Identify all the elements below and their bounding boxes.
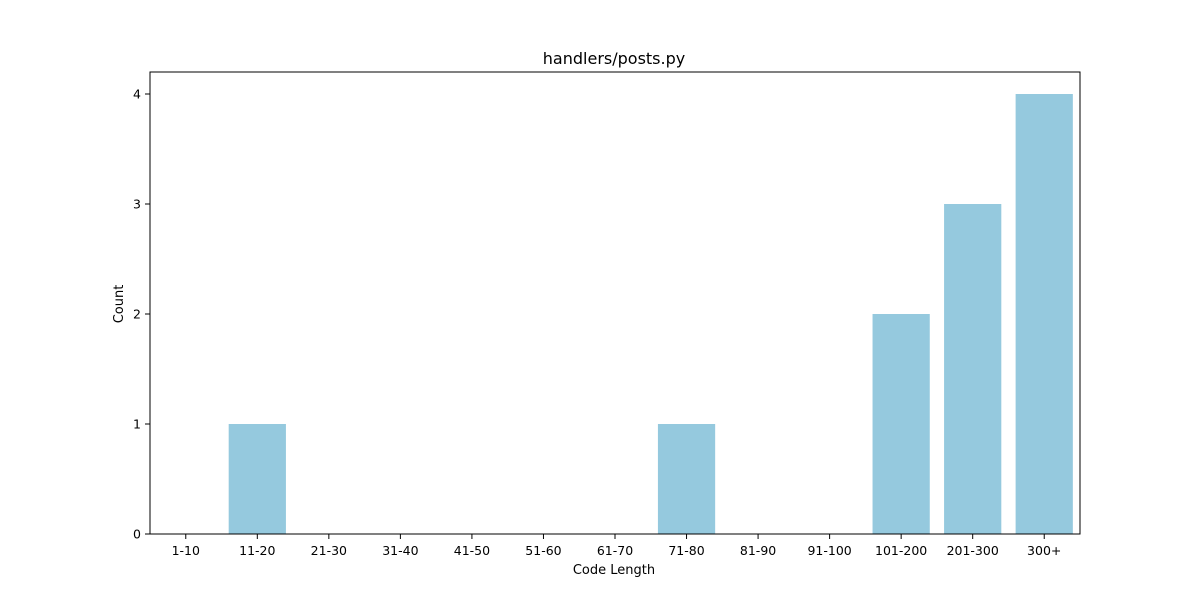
y-tick-label: 0 [133, 527, 141, 542]
y-tick-label: 1 [133, 417, 141, 432]
bar-201-300 [944, 204, 1002, 534]
bar-300+ [1015, 94, 1073, 534]
x-tick-label: 31-40 [382, 543, 418, 558]
x-tick-label: 11-20 [239, 543, 275, 558]
y-tick-label: 3 [133, 197, 141, 212]
x-tick-label: 71-80 [668, 543, 704, 558]
x-tick-label: 61-70 [597, 543, 633, 558]
x-tick-label: 51-60 [525, 543, 561, 558]
bars-group [228, 94, 1073, 534]
plot-frame [149, 71, 1081, 535]
x-tick-label: 91-100 [807, 543, 851, 558]
x-tick-label: 1-10 [172, 543, 200, 558]
y-axis-ticks: 0 1 2 3 4 [133, 87, 150, 542]
bar-11-20 [228, 424, 286, 534]
y-axis-label: Count [112, 285, 127, 324]
x-tick-label: 300+ [1027, 543, 1061, 558]
x-tick-label: 101-200 [875, 543, 927, 558]
x-tick-label: 41-50 [454, 543, 490, 558]
x-tick-label: 81-90 [740, 543, 776, 558]
y-tick-label: 2 [133, 307, 141, 322]
x-axis-label: Code Length [573, 563, 655, 578]
bar-71-80 [657, 424, 716, 534]
x-tick-label: 201-300 [947, 543, 999, 558]
x-axis-ticks: 1-10 11-20 21-30 31-40 41-50 51-60 61-70 71-80 8… [172, 534, 1061, 558]
y-tick-label: 4 [133, 87, 141, 102]
chart-title: handlers/posts.py [543, 49, 685, 68]
bar-101-200 [872, 314, 930, 534]
x-tick-label: 21-30 [311, 543, 347, 558]
